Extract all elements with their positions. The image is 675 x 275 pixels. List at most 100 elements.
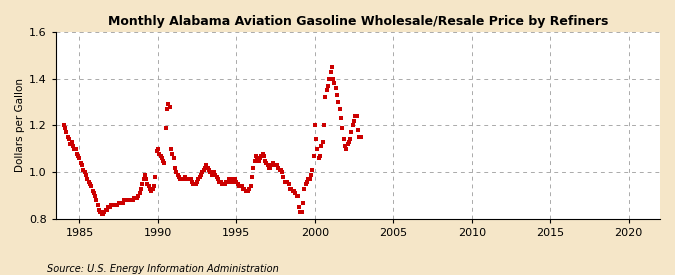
Point [302,179,313,184]
Point [324,76,335,81]
Point [83,179,94,184]
Point [282,179,293,184]
Point [72,151,82,156]
Point [232,182,243,186]
Point [101,207,112,212]
Point [250,154,261,158]
Point [76,161,86,165]
Point [194,175,205,179]
Point [235,184,246,188]
Point [183,177,194,182]
Point [209,170,219,174]
Point [340,144,350,149]
Point [219,182,230,186]
Point [290,191,300,196]
Point [337,126,348,130]
Point [227,179,238,184]
Point [196,172,207,177]
Point [108,203,119,207]
Point [253,158,264,163]
Point [222,179,233,184]
Point [306,172,317,177]
Point [97,212,107,216]
Point [113,200,124,205]
Point [129,196,140,200]
Point [86,184,97,188]
Point [111,203,122,207]
Title: Monthly Alabama Aviation Gasoline Wholesale/Resale Price by Refiners: Monthly Alabama Aviation Gasoline Wholes… [108,15,608,28]
Point [78,168,89,172]
Point [62,135,73,139]
Point [316,144,327,149]
Point [104,205,115,210]
Point [151,149,162,153]
Point [264,165,275,170]
Point [273,165,284,170]
Point [299,186,310,191]
Point [346,130,357,135]
Point [329,81,340,86]
Point [138,177,149,182]
Point [182,177,192,182]
Point [176,177,187,182]
Point [269,163,279,167]
Point [254,156,265,160]
Text: Source: U.S. Energy Information Administration: Source: U.S. Energy Information Administ… [47,264,279,274]
Point [320,95,331,100]
Point [303,177,314,182]
Point [185,177,196,182]
Point [100,207,111,212]
Point [345,137,356,142]
Point [260,158,271,163]
Point [165,147,176,151]
Point [189,182,200,186]
Point [172,172,183,177]
Point [198,168,209,172]
Point [278,175,289,179]
Point [281,179,292,184]
Point [137,182,148,186]
Point [168,156,179,160]
Point [98,212,109,216]
Point [146,189,157,193]
Point [211,175,222,179]
Point [206,172,217,177]
Point [77,163,88,167]
Point [341,147,352,151]
Point [178,177,188,182]
Point [153,147,163,151]
Point [74,156,85,160]
Point [109,203,120,207]
Point [257,151,268,156]
Point [231,179,242,184]
Point [354,135,364,139]
Point [291,193,302,198]
Point [107,203,117,207]
Point [141,177,152,182]
Point [266,163,277,167]
Point [119,198,130,202]
Point [99,210,110,214]
Point [142,182,153,186]
Point [184,177,194,182]
Point [349,119,360,123]
Point [240,189,251,193]
Point [296,210,307,214]
Point [143,184,154,188]
Point [200,165,211,170]
Point [223,177,234,182]
Point [197,170,208,174]
Point [298,200,308,205]
Point [95,210,106,214]
Point [249,158,260,163]
Point [304,177,315,182]
Point [300,182,311,186]
Point [117,200,128,205]
Point [277,170,288,174]
Point [116,200,127,205]
Point [271,163,282,167]
Point [125,198,136,202]
Point [61,130,72,135]
Point [313,156,324,160]
Point [186,179,197,184]
